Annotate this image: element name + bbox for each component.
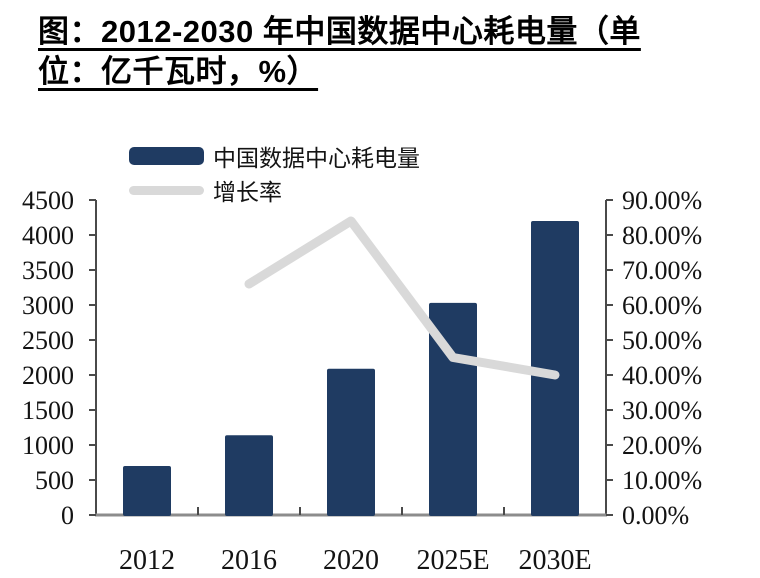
legend: 中国数据中心耗电量 增长率 (129, 139, 420, 207)
right-axis-label: 30.00% (622, 396, 702, 425)
right-axis-label: 70.00% (622, 256, 702, 285)
left-axis-label: 2000 (22, 361, 74, 390)
chart-title: 图：2012-2030 年中国数据中心耗电量（单 位：亿千瓦时，%） (38, 12, 743, 92)
right-axis-label: 40.00% (622, 361, 702, 390)
x-axis-label: 2020 (323, 545, 379, 576)
bar-2012 (123, 466, 171, 516)
right-axis-label: 20.00% (622, 431, 702, 460)
bar-2016 (225, 435, 273, 516)
left-axis-label: 1000 (22, 431, 74, 460)
chart-title-line1: 图：2012-2030 年中国数据中心耗电量（单 (38, 14, 641, 49)
bar-2030E (531, 221, 579, 516)
bar-2020 (327, 368, 375, 516)
chart-title-line2: 位：亿千瓦时，%） (38, 54, 319, 89)
legend-label-growth: 增长率 (213, 180, 282, 205)
left-axis-label: 1500 (22, 396, 74, 425)
x-axis-label: 2025E (416, 545, 489, 576)
legend-item-growth: 增长率 (129, 173, 420, 207)
left-axis-label: 2500 (22, 326, 74, 355)
left-axis-label: 3500 (22, 256, 74, 285)
line-series-swatch-icon (129, 185, 204, 195)
x-axis-label: 2016 (221, 545, 277, 576)
left-axis-label: 4000 (22, 221, 74, 250)
legend-label-consumption: 中国数据中心耗电量 (213, 146, 420, 171)
left-axis-label: 0 (61, 501, 74, 530)
right-axis-label: 80.00% (622, 221, 702, 250)
right-axis-label: 50.00% (622, 326, 702, 355)
x-axis-label: 2012 (119, 545, 175, 576)
legend-item-consumption: 中国数据中心耗电量 (129, 139, 420, 173)
growth-rate-line (244, 216, 560, 380)
right-axis-label: 10.00% (622, 466, 702, 495)
left-axis-label: 500 (35, 466, 74, 495)
left-axis-label: 4500 (22, 186, 74, 215)
right-axis-label: 60.00% (622, 291, 702, 320)
right-axis-label: 0.00% (622, 501, 689, 530)
x-axis-label: 2030E (518, 545, 591, 576)
bar-series-swatch-icon (129, 147, 204, 165)
right-axis-label: 90.00% (622, 186, 702, 215)
left-axis-label: 3000 (22, 291, 74, 320)
